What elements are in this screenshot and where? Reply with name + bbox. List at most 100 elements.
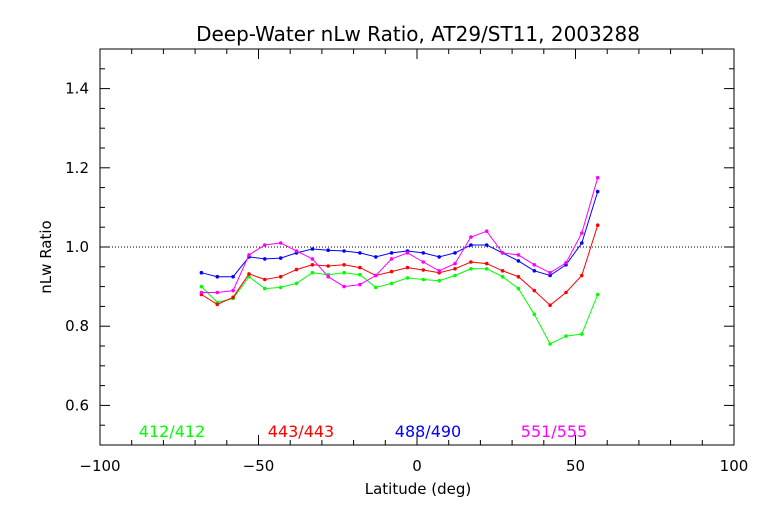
data-point	[342, 263, 346, 267]
data-point	[374, 255, 378, 259]
data-point	[358, 251, 362, 255]
data-point	[310, 247, 315, 251]
data-point	[405, 276, 410, 280]
data-point	[453, 273, 457, 278]
data-point	[263, 277, 267, 282]
data-point	[294, 267, 299, 272]
series-line	[201, 191, 599, 278]
data-point	[437, 278, 442, 283]
y-tick-label: 0.6	[65, 396, 89, 414]
x-tick-label: 0	[412, 457, 422, 475]
data-point	[278, 241, 283, 245]
data-point	[516, 274, 521, 279]
data-point	[564, 261, 568, 265]
legend: 412/412 443/443 488/490 551/555	[139, 422, 587, 441]
data-point	[484, 267, 489, 271]
data-point	[247, 272, 251, 276]
data-point	[263, 243, 267, 247]
y-tick-label: 1.0	[65, 238, 89, 256]
data-point	[484, 243, 489, 247]
data-point	[500, 251, 505, 255]
data-point	[580, 273, 584, 278]
data-point	[580, 332, 584, 336]
data-point	[342, 284, 346, 289]
data-point	[580, 241, 584, 245]
series-line	[201, 177, 599, 293]
data-point	[326, 248, 331, 252]
data-point	[358, 272, 362, 277]
data-point	[532, 269, 537, 273]
data-point	[453, 261, 457, 266]
data-point	[310, 263, 315, 267]
data-point	[326, 264, 331, 268]
data-point	[421, 268, 426, 272]
data-point	[564, 334, 568, 338]
y-tick-label: 1.4	[65, 80, 89, 98]
data-point	[437, 255, 442, 259]
data-point	[595, 292, 600, 297]
data-point	[231, 295, 235, 300]
y-tick-label: 0.8	[65, 317, 89, 335]
data-point	[374, 273, 378, 278]
series-line	[201, 225, 599, 306]
legend-entry: 551/555	[521, 422, 587, 441]
y-tick-label: 1.2	[65, 159, 89, 177]
series-551/555	[199, 175, 600, 295]
legend-entry: 443/443	[268, 422, 334, 441]
data-point	[199, 290, 204, 295]
data-point	[294, 281, 299, 286]
y-axis-label: nLw Ratio	[37, 220, 55, 293]
data-point	[469, 260, 473, 264]
data-point	[278, 285, 283, 290]
data-point	[532, 312, 537, 317]
data-point	[358, 282, 362, 287]
series-488/490	[199, 189, 600, 279]
data-point	[595, 175, 600, 180]
data-point	[199, 284, 204, 289]
x-tick-label: −50	[243, 457, 275, 475]
data-point	[500, 274, 505, 279]
data-point	[500, 269, 505, 273]
data-point	[437, 269, 442, 273]
x-tick-label: 100	[720, 457, 749, 475]
data-point	[389, 281, 394, 286]
data-point	[310, 257, 315, 261]
data-point	[548, 342, 552, 346]
tick-labels: −100 −50 0 50 100 0.6 0.8 1.0 1.2 1.4	[65, 80, 748, 475]
series-412/412	[199, 267, 600, 346]
data-point	[278, 256, 283, 260]
data-point	[469, 243, 473, 247]
data-point	[421, 277, 426, 282]
data-point	[389, 269, 394, 274]
data-point	[389, 257, 394, 261]
data-point	[263, 286, 267, 291]
data-point	[231, 274, 235, 279]
data-point	[532, 263, 537, 267]
data-point	[484, 261, 489, 266]
data-point	[548, 270, 552, 275]
data-point	[516, 259, 521, 263]
data-point	[326, 274, 331, 279]
data-point	[469, 267, 473, 271]
data-point	[564, 290, 568, 295]
data-point	[532, 288, 537, 293]
data-point	[247, 253, 251, 257]
series-443/443	[199, 223, 600, 308]
data-point	[294, 249, 299, 253]
legend-entry: 412/412	[139, 422, 205, 441]
data-point	[389, 251, 394, 255]
data-point	[453, 267, 457, 271]
data-point	[342, 249, 346, 253]
x-tick-label: 50	[566, 457, 585, 475]
data-point	[199, 270, 204, 275]
data-point	[263, 257, 267, 261]
data-point	[484, 229, 489, 233]
data-point	[516, 253, 521, 257]
data-point	[453, 251, 457, 255]
data-point	[405, 251, 410, 255]
legend-entry: 488/490	[395, 422, 461, 441]
data-point	[469, 235, 473, 239]
data-point	[548, 273, 552, 278]
data-point	[580, 231, 584, 235]
